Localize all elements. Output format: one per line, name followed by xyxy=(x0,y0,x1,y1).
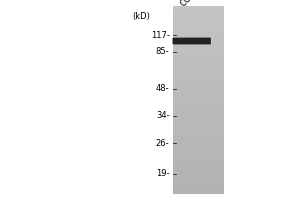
FancyBboxPatch shape xyxy=(172,38,211,44)
Text: 26-: 26- xyxy=(156,138,169,148)
Text: 34-: 34- xyxy=(156,112,169,120)
Text: COLO205: COLO205 xyxy=(178,0,212,8)
Text: 117-: 117- xyxy=(151,30,169,40)
Text: 85-: 85- xyxy=(156,47,169,56)
Text: (kD): (kD) xyxy=(132,12,150,21)
Text: 48-: 48- xyxy=(156,84,169,93)
Text: 19-: 19- xyxy=(156,170,169,178)
